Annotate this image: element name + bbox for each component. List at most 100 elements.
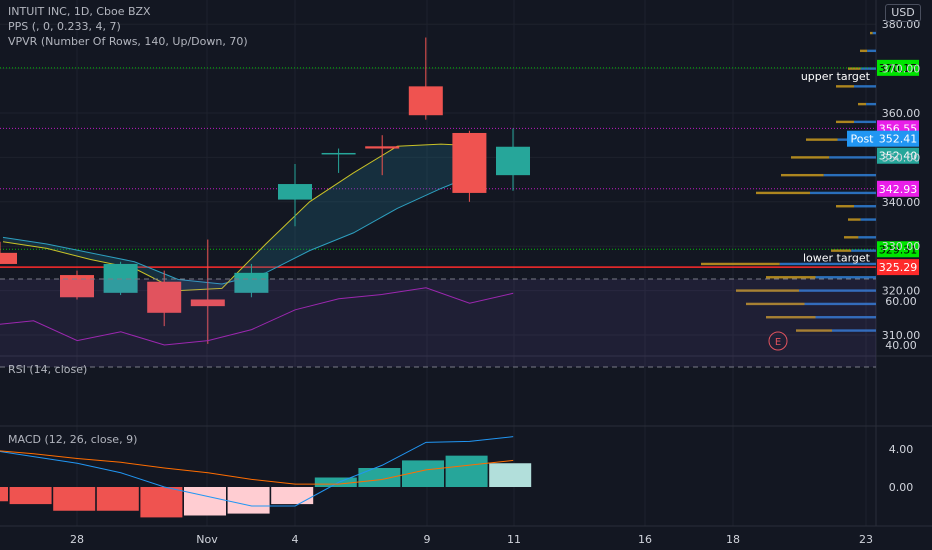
volume-profile-bar-down <box>796 329 832 332</box>
time-axis-label: 28 <box>70 533 84 546</box>
candle-body-down <box>408 86 443 116</box>
time-axis-label: Nov <box>196 533 218 546</box>
price-axis-label: 360.00 <box>882 107 921 120</box>
rsi-axis-label: 40.00 <box>885 339 917 352</box>
price-tag-bg <box>877 259 919 276</box>
volume-profile-bar-down <box>781 173 824 177</box>
pps-band-fill <box>3 144 485 291</box>
candle-body-up <box>234 272 269 293</box>
price-tag-label: 329.31 <box>879 243 918 256</box>
macd-histogram-bar <box>140 487 183 518</box>
volume-profile-bar-down <box>766 316 816 319</box>
price-tag-label: 370.17 <box>879 62 918 75</box>
volume-profile-bar-up <box>851 249 876 252</box>
price-tag-bg <box>877 180 919 197</box>
time-axis-label: 23 <box>859 533 873 546</box>
candle-body-down <box>365 146 400 149</box>
volume-profile-bar-up <box>832 329 876 332</box>
pps-fast-line <box>2 143 485 292</box>
earnings-marker-label: E <box>775 337 781 348</box>
macd-line <box>0 436 514 507</box>
macd-histogram-bar <box>96 487 139 511</box>
volume-profile-bar-up <box>854 85 876 88</box>
macd-axis-label: 4.00 <box>889 443 914 456</box>
volume-profile-bar-down <box>701 262 780 266</box>
price-tag-bg <box>877 241 919 258</box>
volume-profile-bar-down <box>746 302 805 306</box>
rsi-line <box>0 287 514 346</box>
candle-body-up <box>103 263 138 293</box>
volume-profile-bar-up <box>815 276 876 279</box>
candle-body-down <box>452 132 487 193</box>
candle-body-down <box>60 275 94 298</box>
volume-profile-bar-up <box>854 205 876 208</box>
macd-histogram-bar <box>9 487 52 505</box>
volume-profile-bar-up <box>866 102 876 106</box>
volume-profile-bar-down <box>806 138 838 141</box>
volume-profile-bar-down <box>860 49 868 53</box>
post-tag-label: Post <box>850 133 874 146</box>
candle-body-up <box>496 146 530 176</box>
volume-profile-bar-up <box>872 31 876 35</box>
volume-profile-bar-up <box>858 236 876 239</box>
level-label: lower target <box>803 251 871 264</box>
price-axis-label: 310.00 <box>882 329 921 342</box>
price-axis-label: 330.00 <box>882 240 921 253</box>
volume-profile-bar-down <box>791 156 830 159</box>
candle-body-down <box>147 281 182 313</box>
time-axis-label: 9 <box>424 533 431 546</box>
volume-profile-bar-up <box>854 120 876 124</box>
currency-button[interactable]: USD <box>885 4 921 22</box>
rsi-axis-label: 60.00 <box>885 295 917 308</box>
volume-profile-bar-up <box>829 156 876 159</box>
symbol-title: INTUIT INC, 1D, Cboe BZX <box>8 5 151 18</box>
volume-profile-bar-down <box>836 85 854 88</box>
volume-profile-bar-up <box>867 49 876 53</box>
macd-histogram-bar <box>184 487 226 516</box>
price-tag-label: 325.29 <box>879 261 918 274</box>
volume-profile-bar-up <box>810 191 876 195</box>
price-tag-bg <box>877 59 919 76</box>
macd-legend: MACD (12, 26, close, 9) <box>8 433 138 446</box>
volume-profile-bar-down <box>736 289 799 292</box>
time-axis-label: 11 <box>507 533 521 546</box>
rsi-legend: RSI (14, close) <box>8 363 88 376</box>
time-axis-label: 16 <box>638 533 652 546</box>
macd-signal-line <box>0 450 514 485</box>
volume-profile-bar-down <box>756 191 810 195</box>
volume-profile-bar-up <box>799 289 876 292</box>
candle-body-down <box>190 299 225 307</box>
macd-histogram-bar <box>358 468 401 487</box>
volume-profile-bar-up <box>860 218 876 221</box>
volume-profile-bar-down <box>844 236 859 239</box>
time-axis-label: 4 <box>292 533 299 546</box>
price-tag-label: 342.93 <box>879 183 918 196</box>
volume-profile-bar-down <box>858 102 867 106</box>
macd-histogram-bar <box>227 487 270 514</box>
last-price-tag-label: 352.40 <box>879 150 918 163</box>
symbol-legend: INTUIT INC, 1D, Cboe BZX PPS (, 0, 0.233… <box>8 4 248 49</box>
last-price-tag-bg <box>877 147 919 164</box>
macd-histogram-bar <box>53 487 96 511</box>
volume-profile-bar-up <box>779 262 876 266</box>
volume-profile-bar-down <box>831 249 852 252</box>
price-axis-label: 350.00 <box>882 151 921 164</box>
time-axis-label: 18 <box>726 533 740 546</box>
volume-profile-bar-down <box>870 31 873 35</box>
rsi-band-fill <box>0 279 876 367</box>
volume-profile-bar-up <box>860 67 876 70</box>
macd-histogram-bar <box>0 487 8 502</box>
macd-histogram-bar <box>489 463 532 487</box>
vpvr-indicator-legend: VPVR (Number Of Rows, 140, Up/Down, 70) <box>8 35 248 48</box>
volume-profile-bar-up <box>823 173 876 177</box>
macd-histogram-bar <box>314 477 357 487</box>
price-axis-label: 320.00 <box>882 285 921 298</box>
candle-body-down <box>0 252 17 264</box>
macd-histogram-bar <box>271 487 314 505</box>
volume-profile-bar-up <box>804 302 876 306</box>
volume-profile-bar-up <box>815 316 876 319</box>
price-axis-label: 370.00 <box>882 63 921 76</box>
candle-body-up <box>278 184 312 200</box>
volume-profile-bar-down <box>836 205 854 208</box>
